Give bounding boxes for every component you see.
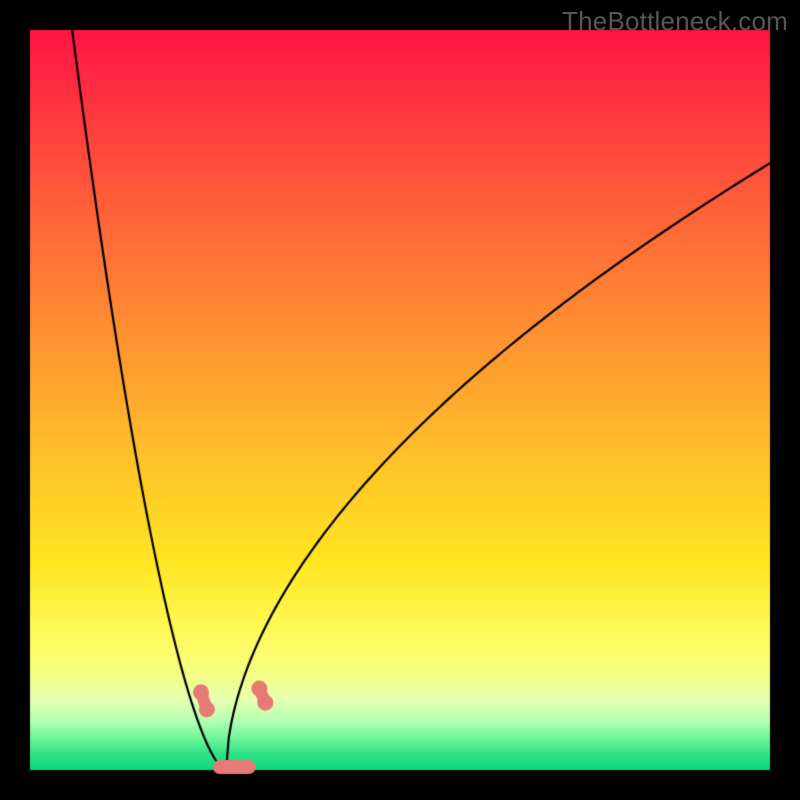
attribution-text: TheBottleneck.com bbox=[562, 6, 788, 37]
chart-stage: TheBottleneck.com bbox=[0, 0, 800, 800]
bottleneck-curve-chart bbox=[0, 0, 800, 800]
